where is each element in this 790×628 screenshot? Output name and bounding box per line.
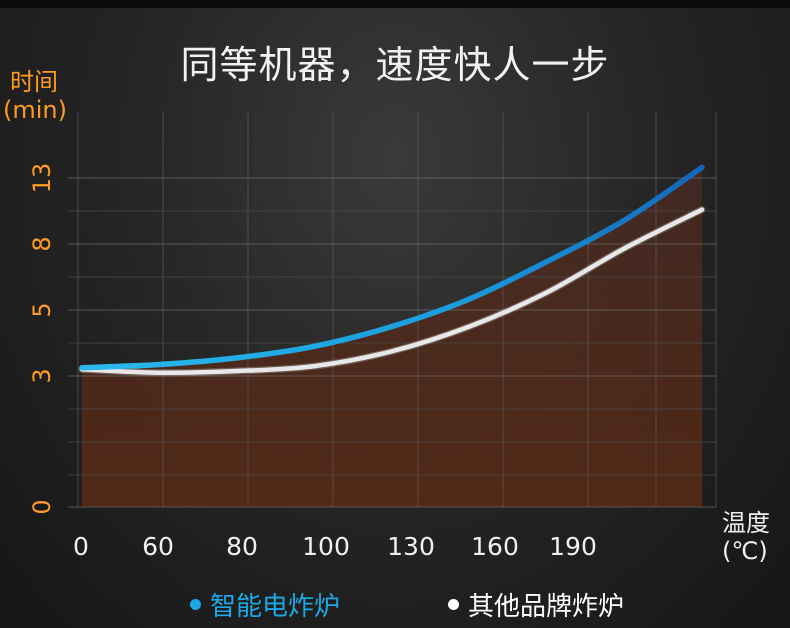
y-axis-label-unit: (min) <box>3 96 67 124</box>
chart-title: 同等机器，速度快人一步 <box>180 43 610 87</box>
x-tick-label: 80 <box>226 532 258 561</box>
top-band <box>0 0 790 8</box>
y-tick-label: 13 <box>28 163 56 194</box>
series-line-other-brand <box>79 207 705 376</box>
legend-dot-other-icon <box>448 598 459 610</box>
area-fill <box>82 167 702 507</box>
y-tick-label: 0 <box>28 499 56 514</box>
legend-item-other-brand: 其他品牌炸炉 <box>448 584 624 624</box>
x-tick-label: 190 <box>549 532 597 561</box>
series-line-smart-fryer <box>79 164 705 371</box>
x-axis-label-name: 温度 <box>722 509 770 537</box>
x-axis-label-unit: (℃) <box>722 537 768 565</box>
y-axis-label-name: 时间 <box>10 68 58 96</box>
x-tick-label: 0 <box>73 532 89 561</box>
y-tick-label: 8 <box>28 236 56 251</box>
legend-dot-smart-icon <box>190 598 201 610</box>
y-tick-label: 5 <box>28 302 56 317</box>
x-tick-label: 130 <box>387 532 435 561</box>
x-tick-label: 60 <box>142 532 174 561</box>
x-tick-label: 160 <box>471 532 519 561</box>
x-tick-label: 100 <box>302 532 350 561</box>
legend-item-smart-fryer: 智能电炸炉 <box>190 584 340 624</box>
legend-label-smart: 智能电炸炉 <box>210 591 341 622</box>
legend-label-other: 其他品牌炸炉 <box>468 591 625 622</box>
y-tick-label: 3 <box>28 368 56 383</box>
